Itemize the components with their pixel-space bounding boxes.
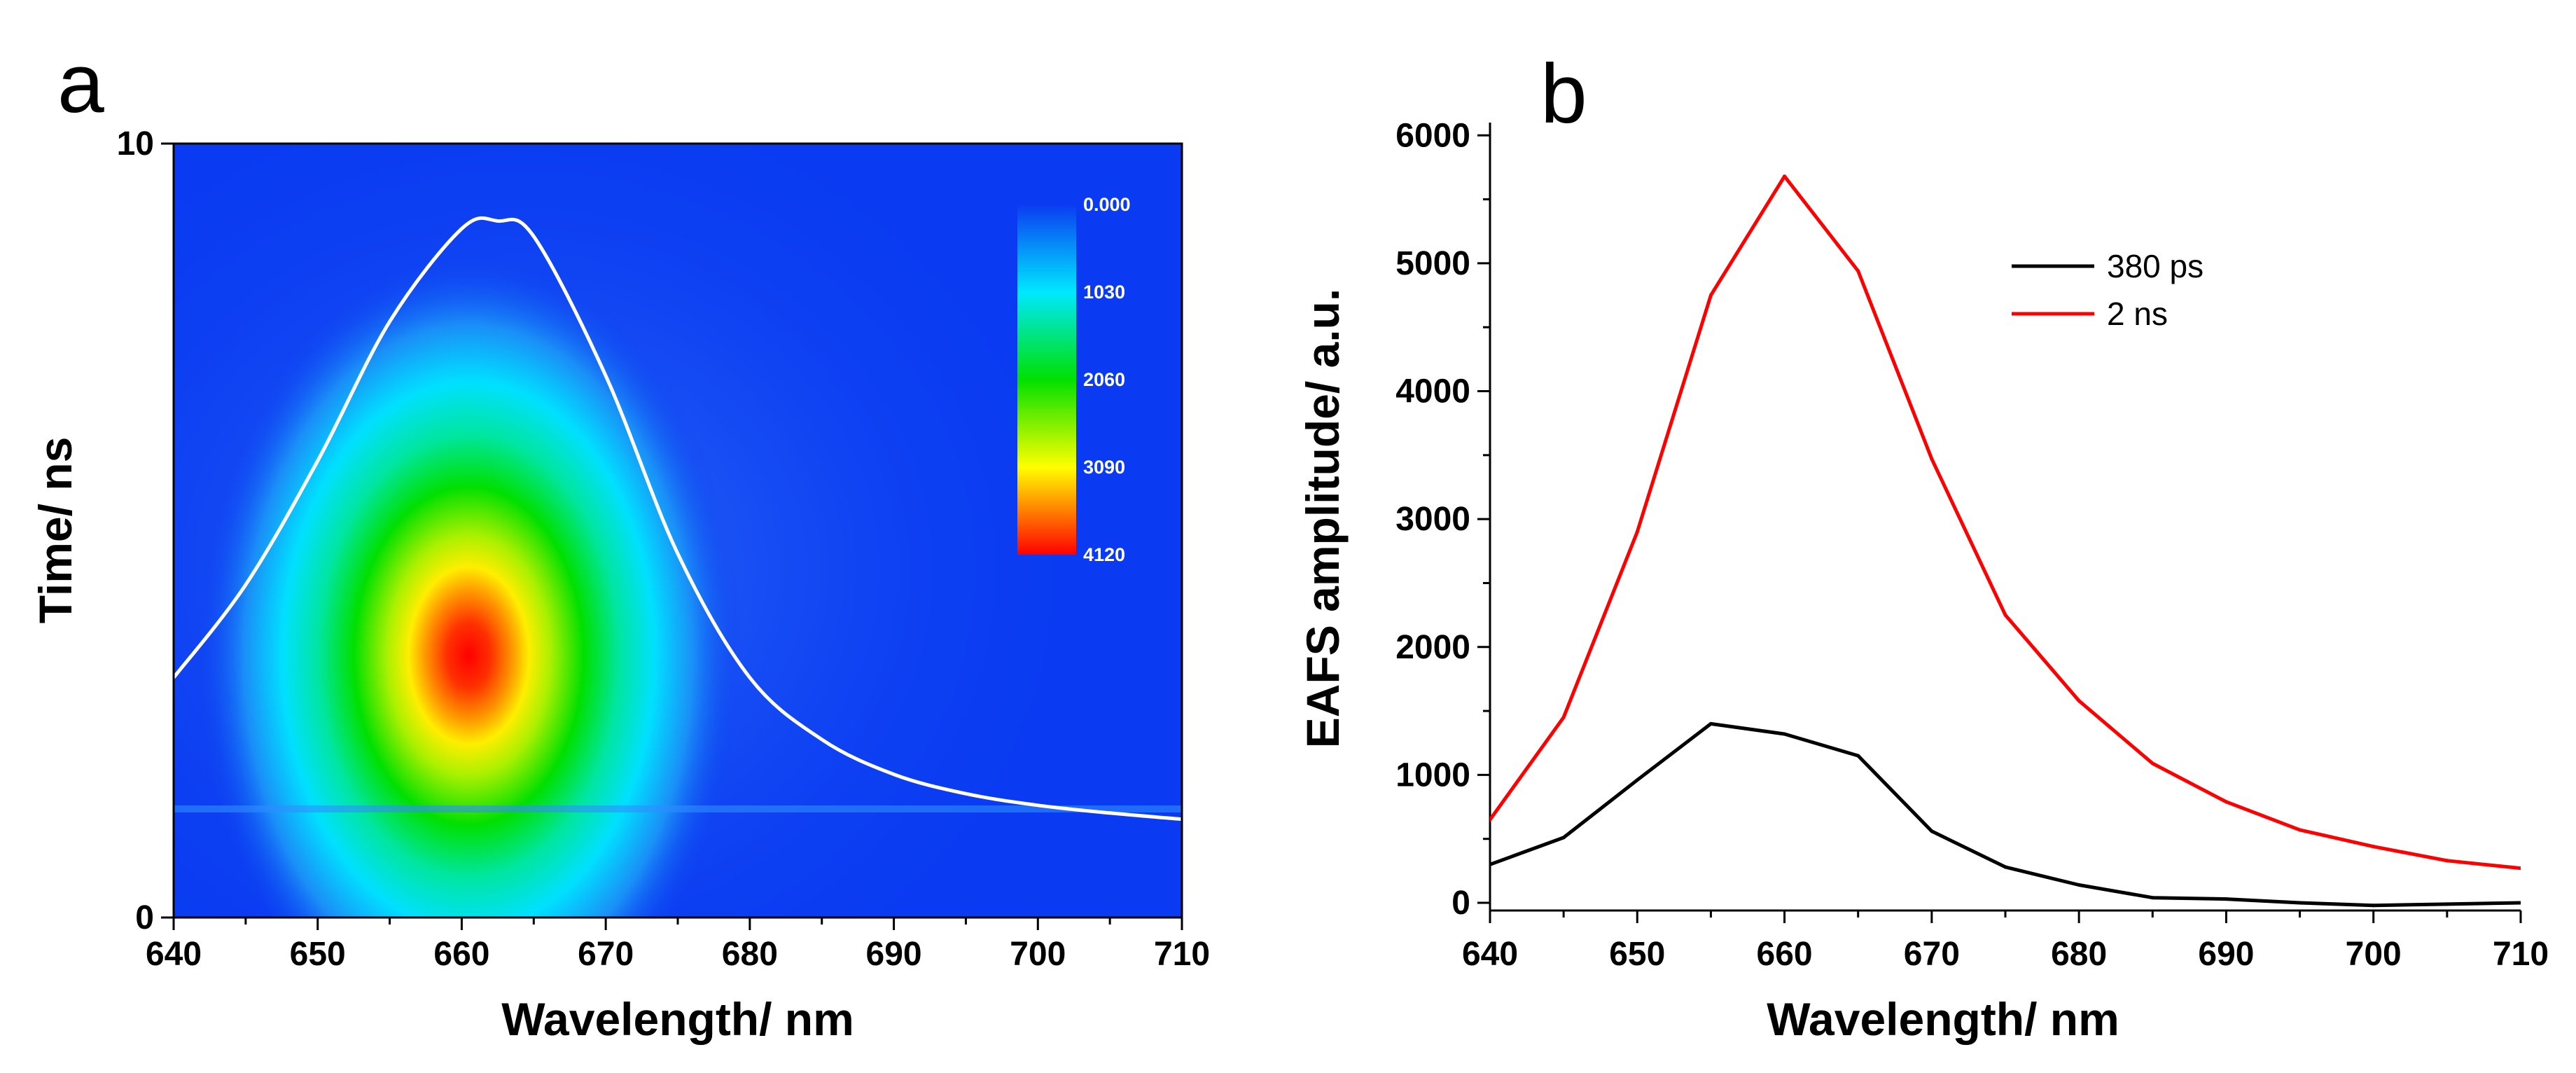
heatmap-intensity-blob: [195, 253, 743, 918]
series-2-point: [2150, 761, 2154, 766]
panel-a-y-axis-title: Time/ ns: [29, 437, 81, 624]
panel-a-x-tick-label: 680: [722, 936, 778, 973]
panel-a-y-axis: 0 10: [117, 125, 174, 936]
panel-b-y-tick-label: 2000: [1395, 629, 1470, 666]
panel-a-y-tick-label: 0: [135, 899, 154, 936]
panel-a-x-tick-label: 650: [290, 936, 346, 973]
panel-a-x-axis: 640 650 660 670 680 690 700 710: [146, 918, 1210, 973]
series-2-point: [1930, 457, 1934, 461]
colorbar-tick-label: 1030: [1083, 282, 1125, 303]
series-1-point: [2298, 901, 2302, 905]
series-1-point: [2077, 882, 2081, 887]
panel-b-y-tick-label: 5000: [1395, 245, 1470, 282]
colorbar-tick-label: 0.000: [1083, 194, 1131, 215]
panel-b-letter: b: [1540, 47, 1587, 141]
series-2-point: [1856, 269, 1860, 273]
colorbar-gradient: [1017, 205, 1076, 555]
panel-b-y-tick-label: 0: [1451, 885, 1470, 922]
series-2-point: [1635, 529, 1639, 534]
panel-b-x-tick-label: 700: [2346, 936, 2402, 973]
series-1-point: [2003, 865, 2007, 869]
panel-a-x-tick-label: 690: [866, 936, 922, 973]
panel-a-y-tick-label: 10: [117, 125, 154, 162]
colorbar-tick-label: 3090: [1083, 457, 1125, 478]
panel-a-x-tick-label: 670: [578, 936, 634, 973]
colorbar-tick-label: 4120: [1083, 544, 1125, 565]
panel-b-x-tick-label: 650: [1609, 936, 1665, 973]
colorbar-tick-label: 2060: [1083, 369, 1125, 390]
panel-b-x-tick-label: 660: [1757, 936, 1813, 973]
panel-b-series: [1490, 174, 2521, 908]
panel-b-x-tick-label: 710: [2493, 936, 2549, 973]
panel-a-x-tick-label: 710: [1154, 936, 1210, 973]
series-1-point: [2519, 901, 2521, 905]
colorbar-labels: 0.000 1030 2060 3090 4120: [1083, 194, 1131, 565]
series-1-point: [1930, 829, 1934, 833]
panel-b-x-axis-title: Wavelength/ nm: [1767, 993, 2119, 1045]
series-2-point: [2298, 828, 2302, 832]
series-1-point: [1708, 721, 1713, 726]
series-2-point: [2224, 800, 2228, 804]
series-2-point: [2445, 859, 2449, 863]
panel-a-x-tick-label: 660: [433, 936, 489, 973]
panel-a-letter: a: [57, 36, 104, 130]
panel-b-x-tick-label: 670: [1904, 936, 1960, 973]
panel-b-y-axis-title: EAFS amplitude/ a.u.: [1297, 289, 1349, 748]
panel-a-x-tick-label: 700: [1010, 936, 1066, 973]
series-1-point: [2445, 902, 2449, 906]
series-1-point: [1856, 754, 1860, 758]
panel-a-x-tick-label: 640: [146, 936, 202, 973]
overlay-white-curve: [174, 216, 1182, 822]
series-line-2: [1490, 174, 2521, 871]
series-2-point: [1490, 817, 1492, 822]
panel-b-x-axis: 640 650 660 670 680 690 700 710: [1462, 911, 2549, 973]
panel-b-x-tick-label: 640: [1462, 936, 1518, 973]
series-2-point: [1708, 293, 1713, 298]
series-2-point: [2519, 866, 2521, 871]
colorbar: 0.000 1030 2060 3090 4120: [1017, 194, 1131, 565]
series-1-point: [2372, 904, 2376, 908]
legend-label-2: 2 ns: [2107, 296, 2168, 332]
series-1-point: [1635, 778, 1639, 782]
panel-b-y-axis: 0 1000 2000 3000 4000 5000 6000: [1395, 117, 1490, 922]
panel-b-y-tick-label: 6000: [1395, 117, 1470, 154]
series-1-point: [2224, 897, 2228, 901]
panel-b-x-tick-label: 680: [2051, 936, 2107, 973]
heatmap-field: [174, 144, 1182, 918]
panel-b-y-tick-label: 4000: [1395, 373, 1470, 410]
series-2-point: [1783, 174, 1787, 179]
series-2-point: [2003, 613, 2007, 617]
legend-label-1: 380 ps: [2107, 248, 2203, 284]
panel-b-x-tick-label: 690: [2198, 936, 2254, 973]
series-line-1: [1490, 721, 2521, 908]
panel-b-y-tick-label: 3000: [1395, 501, 1470, 538]
panel-a-heatmap: 640 650 660 670 680 690 700 710 0 10 Wavelength/…: [29, 36, 1210, 1045]
panel-a-x-axis-title: Wavelength/ nm: [501, 993, 854, 1045]
heatmap-excitation-edge: [174, 805, 1182, 812]
series-2-point: [2372, 845, 2376, 849]
series-1-point: [1561, 836, 1566, 840]
series-1-point: [1783, 732, 1787, 736]
series-1-point: [2150, 896, 2154, 900]
panel-b-legend: 380 ps 2 ns: [2012, 248, 2203, 332]
series-1-point: [1490, 862, 1492, 866]
panel-b-y-tick-label: 1000: [1395, 756, 1470, 794]
panel-b-line-chart: 640 650 660 670 680 690 700 710 0 1000 2000 3000 40…: [1297, 47, 2549, 1045]
series-2-point: [2077, 698, 2081, 702]
series-2-point: [1561, 715, 1566, 719]
